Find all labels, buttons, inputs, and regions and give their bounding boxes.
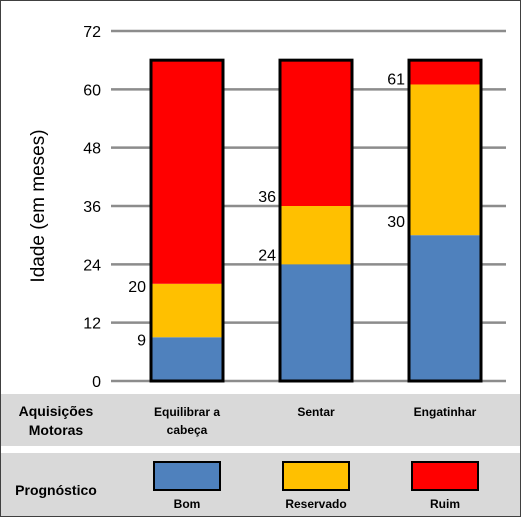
chart-plot: 0 12 24 36 48 60 72 9 20 24 36 30 61 Idade (em mese…	[28, 24, 506, 391]
value-label: 30	[387, 214, 405, 231]
prognosis-row: Prognóstico Bom Reservado Ruim	[1, 453, 520, 516]
y-axis-label: Idade (em meses)	[28, 129, 49, 282]
bar-segment-bom	[280, 264, 352, 381]
bar-outline	[407, 58, 483, 383]
category-label: Equilibrar a cabeça	[153, 405, 221, 437]
y-tick-label: 72	[83, 24, 101, 41]
y-tick-label: 24	[83, 257, 101, 274]
y-tick-label: 36	[83, 199, 101, 216]
motor-acquisitions-label: Aquisições Motoras	[18, 403, 94, 438]
prognosis-label: Prognóstico	[15, 482, 97, 498]
bar-segment-reservado	[151, 283, 223, 338]
legend-item-reservado: Reservado	[256, 461, 376, 511]
bar-segment-bom	[409, 235, 481, 381]
legend-label: Bom	[173, 497, 201, 511]
legend-swatch	[153, 461, 221, 491]
value-label: 61	[387, 71, 405, 88]
legend-item-bom: Bom	[127, 461, 247, 511]
bar-segment-bom	[151, 337, 223, 381]
legend-label: Reservado	[285, 497, 347, 511]
y-tick-label: 12	[83, 316, 101, 333]
value-label: 36	[258, 189, 276, 206]
y-tick-label: 60	[83, 82, 101, 99]
bar-segment-reservado	[409, 84, 481, 236]
bar-segment-reservado	[280, 206, 352, 265]
value-label: 9	[137, 332, 146, 349]
motor-acquisitions-row: Aquisições Motoras Equilibrar a cabeça Se…	[1, 394, 520, 446]
bar-segment-ruim	[151, 60, 223, 284]
bar-outline	[278, 58, 354, 383]
bar-segment-ruim	[280, 60, 352, 206]
legend-swatch	[282, 461, 350, 491]
category-label: Engatinhar	[413, 405, 477, 419]
category-label: Sentar	[297, 405, 335, 419]
legend-label: Ruim	[430, 497, 460, 511]
y-tick-label: 0	[92, 374, 101, 391]
legend-swatch	[411, 461, 479, 491]
bar-outline	[149, 58, 225, 383]
legend-item-ruim: Ruim	[385, 461, 505, 511]
value-label: 20	[128, 279, 146, 296]
value-label: 24	[258, 247, 276, 264]
y-tick-label: 48	[83, 141, 101, 158]
bar-segment-ruim	[409, 60, 481, 85]
